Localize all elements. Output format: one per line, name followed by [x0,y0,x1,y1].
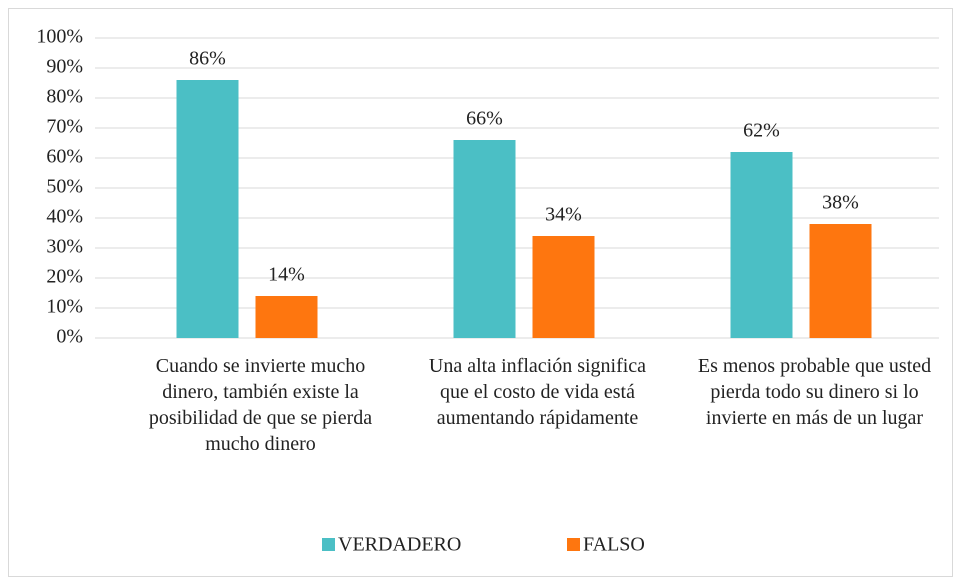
data-label: 14% [268,264,305,286]
bar [255,296,318,338]
data-label: 66% [466,108,503,130]
x-tick-label: Es menos probable que usted pierda todo … [697,355,932,429]
legend-label: FALSO [583,534,645,556]
chart-border [8,8,953,577]
y-tick-label: 10% [46,296,83,318]
y-tick-label: 60% [46,146,83,168]
x-tick-label: Una alta inflación significa que el cost… [428,355,647,429]
bar [453,140,516,338]
bar [532,236,595,338]
bar [809,224,872,338]
data-label: 34% [545,204,582,226]
y-tick-label: 70% [46,116,83,138]
y-tick-label: 90% [46,56,83,78]
legend-swatch [322,538,335,551]
y-tick-label: 80% [46,86,83,108]
data-label: 38% [822,192,859,214]
data-label: 86% [189,48,226,70]
y-tick-label: 50% [46,176,83,198]
y-tick-label: 30% [46,236,83,258]
legend-swatch [567,538,580,551]
bar [730,152,793,338]
x-tick-label: Cuando se invierte mucho dinero, también… [148,355,373,455]
y-tick-label: 20% [46,266,83,288]
legend-label: VERDADERO [338,534,461,556]
y-tick-label: 0% [56,326,83,348]
data-label: 62% [743,120,780,142]
y-tick-label: 100% [36,26,83,48]
bar [176,80,239,338]
y-tick-label: 40% [46,206,83,228]
